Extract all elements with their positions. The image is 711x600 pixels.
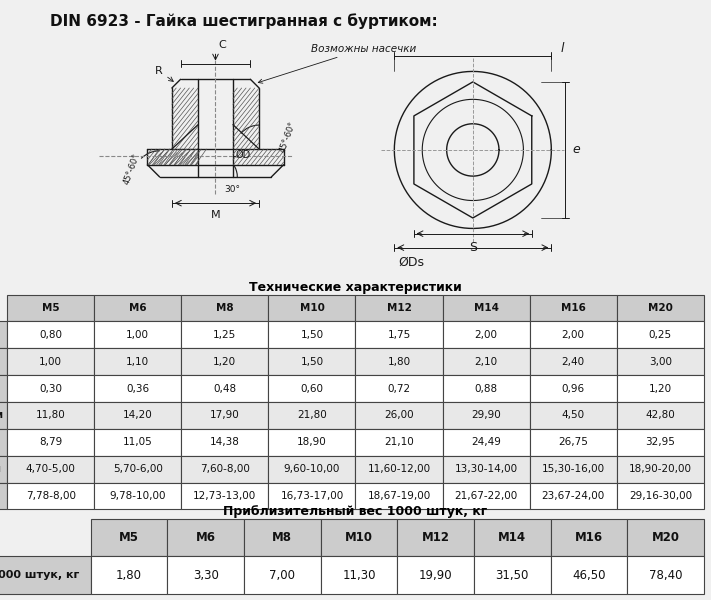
Text: DIN 6923 - Гайка шестигранная с буртиком:: DIN 6923 - Гайка шестигранная с буртиком… — [50, 13, 437, 29]
Text: C: C — [218, 40, 226, 50]
Text: Приблизительный вес 1000 штук, кг: Приблизительный вес 1000 штук, кг — [223, 505, 488, 518]
Text: Возможны насечки: Возможны насечки — [258, 44, 417, 83]
Text: ØDs: ØDs — [399, 256, 424, 268]
Text: 45°-60°: 45°-60° — [278, 120, 298, 154]
Text: e: e — [572, 143, 580, 157]
Text: R: R — [155, 65, 173, 82]
Text: S: S — [469, 241, 477, 254]
Text: l: l — [560, 42, 564, 55]
Text: ØD: ØD — [235, 149, 251, 159]
Text: Технические характеристики: Технические характеристики — [249, 281, 462, 293]
Text: 30°: 30° — [224, 185, 240, 194]
Text: M: M — [210, 210, 220, 220]
Text: 45°-60°: 45°-60° — [122, 152, 141, 186]
